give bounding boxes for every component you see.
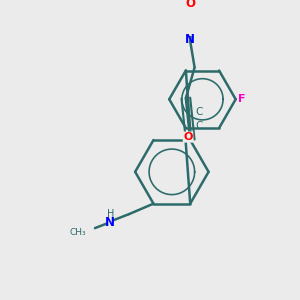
Text: F: F xyxy=(238,94,246,104)
Text: H: H xyxy=(107,209,114,219)
Text: O: O xyxy=(185,0,195,10)
Text: C: C xyxy=(195,107,202,117)
Text: C: C xyxy=(195,121,202,131)
Text: O: O xyxy=(183,132,193,142)
Text: N: N xyxy=(105,215,115,229)
Text: CH₃: CH₃ xyxy=(70,228,86,237)
Text: N: N xyxy=(185,32,195,46)
